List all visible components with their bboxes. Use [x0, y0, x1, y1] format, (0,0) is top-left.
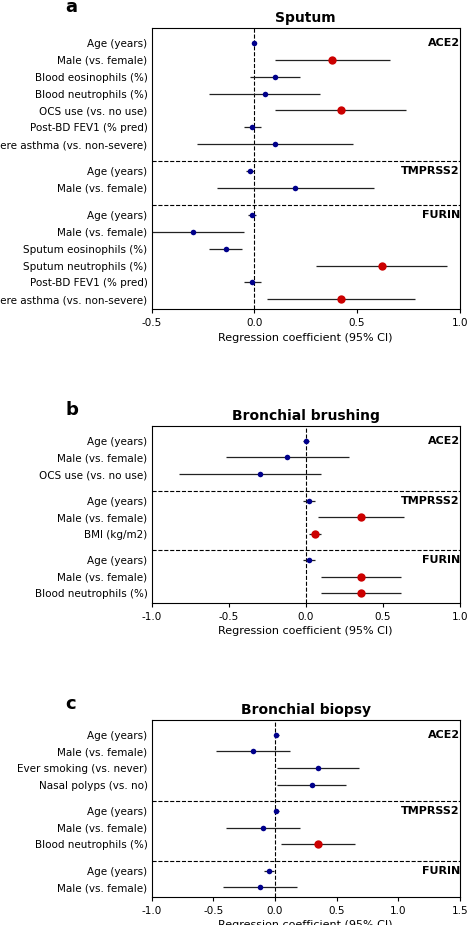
Text: TMPRSS2: TMPRSS2	[401, 806, 460, 816]
Text: ACE2: ACE2	[428, 730, 460, 740]
Title: Bronchial brushing: Bronchial brushing	[232, 410, 380, 424]
Text: FURIN: FURIN	[421, 555, 460, 565]
Text: TMPRSS2: TMPRSS2	[401, 496, 460, 506]
Text: FURIN: FURIN	[421, 210, 460, 220]
X-axis label: Regression coefficient (95% CI): Regression coefficient (95% CI)	[219, 333, 393, 342]
Title: Sputum: Sputum	[275, 11, 336, 25]
Text: b: b	[65, 401, 78, 419]
Text: a: a	[65, 0, 77, 17]
Text: ACE2: ACE2	[428, 38, 460, 48]
Title: Bronchial biopsy: Bronchial biopsy	[241, 703, 371, 718]
Text: FURIN: FURIN	[421, 866, 460, 876]
X-axis label: Regression coefficient (95% CI): Regression coefficient (95% CI)	[219, 920, 393, 925]
Text: TMPRSS2: TMPRSS2	[401, 166, 460, 176]
Text: c: c	[65, 695, 76, 713]
Text: ACE2: ACE2	[428, 436, 460, 446]
X-axis label: Regression coefficient (95% CI): Regression coefficient (95% CI)	[219, 626, 393, 636]
